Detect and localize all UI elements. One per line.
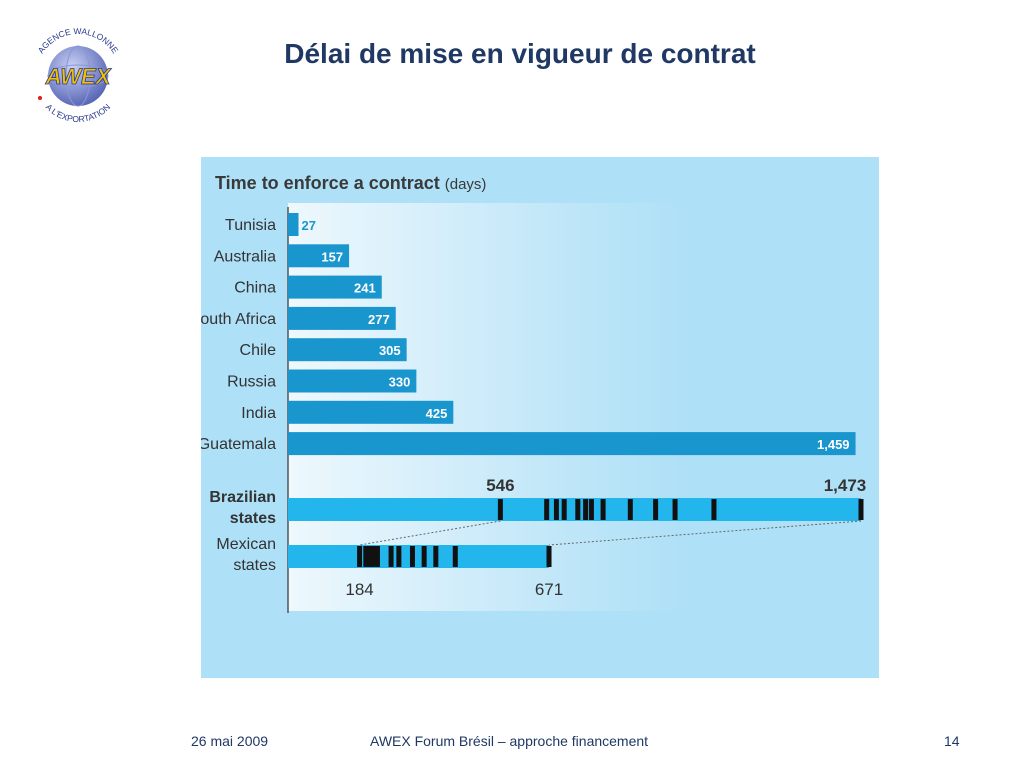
range-band-mexican-states (288, 545, 550, 568)
chart-title-text: Time to enforce a contract (215, 173, 445, 193)
enforce-contract-chart: Time to enforce a contract (days) Tunisia… (201, 173, 867, 613)
bar-tunisia (288, 213, 299, 236)
range-tick-mexican-states-6 (396, 546, 402, 567)
svg-text:AWEX: AWEX (45, 64, 112, 89)
footer-date: 26 mai 2009 (191, 733, 269, 749)
bar-australia (288, 244, 350, 268)
range-tick-brazilian-states-4 (575, 499, 581, 520)
range-tick-brazilian-states-6 (588, 499, 594, 520)
range-tick-brazilian-states-8 (627, 499, 633, 520)
range-tick-mexican-states-9 (433, 546, 439, 567)
value-label-russia: 330 (389, 375, 411, 390)
range-tick-brazilian-states-5 (583, 499, 589, 520)
range-tick-brazilian-states-1 (544, 499, 550, 520)
chart-panel: Time to enforce a contract (days) Tunisia… (201, 157, 879, 678)
range-label-brazilian-states-1: states (230, 510, 276, 527)
range-tick-brazilian-states-7 (600, 499, 606, 520)
value-label-guatemala: 1,459 (817, 437, 850, 452)
value-label-tunisia: 27 (302, 218, 316, 233)
range-label-mexican-states-1: states (233, 557, 276, 574)
range-tick-brazilian-states-10 (672, 499, 678, 520)
category-label-tunisia: Tunisia (225, 217, 276, 234)
range-max-label-mexican-states: 671 (535, 580, 563, 599)
range-tick-brazilian-states-2 (553, 499, 559, 520)
range-max-label-brazilian-states: 1,473 (824, 476, 867, 495)
range-tick-mexican-states-4 (374, 546, 380, 567)
value-label-south-africa: 277 (368, 312, 390, 327)
footer-event: AWEX Forum Brésil – approche financement (370, 733, 649, 749)
range-min-label-brazilian-states: 546 (486, 476, 514, 495)
range-min-label-mexican-states: 184 (345, 580, 373, 599)
range-tick-brazilian-states-9 (653, 499, 659, 520)
value-label-chile: 305 (379, 343, 401, 358)
range-tick-brazilian-states-12 (858, 499, 864, 520)
chart-title-unit: (days) (445, 176, 487, 193)
range-label-brazilian-states-0: Brazilian (209, 489, 276, 506)
range-tick-mexican-states-2 (367, 546, 373, 567)
category-label-russia: Russia (227, 374, 276, 391)
bar-chile (288, 338, 407, 362)
bar-russia (288, 369, 417, 393)
category-label-south-africa: South Africa (201, 311, 276, 328)
range-tick-brazilian-states-3 (561, 499, 567, 520)
bar-south-africa (288, 306, 396, 330)
category-label-australia: Australia (214, 248, 276, 265)
range-tick-brazilian-states-0 (497, 499, 503, 520)
category-label-guatemala: Guatemala (201, 436, 276, 453)
bar-china (288, 275, 382, 299)
chart-title: Time to enforce a contract (days) (215, 173, 486, 193)
range-tick-mexican-states-0 (357, 546, 363, 567)
value-label-india: 425 (426, 406, 448, 421)
footer-page-number: 14 (944, 733, 960, 749)
range-band-brazilian-states (288, 498, 861, 521)
range-tick-mexican-states-3 (371, 546, 377, 567)
value-label-australia: 157 (321, 249, 343, 264)
range-tick-mexican-states-1 (363, 546, 369, 567)
awex-logo: AWEX AGENCE WALLONNE A L'EXPORTATION (22, 18, 134, 130)
range-tick-mexican-states-7 (409, 546, 415, 567)
category-label-chile: Chile (240, 342, 277, 359)
range-label-mexican-states-0: Mexican (216, 536, 276, 553)
slide-title: Délai de mise en vigueur de contrat (284, 38, 756, 69)
category-label-india: India (241, 405, 276, 422)
zoom-connector-right (548, 520, 862, 546)
range-tick-mexican-states-8 (421, 546, 427, 567)
globe-icon (48, 46, 108, 106)
bar-guatemala (288, 432, 856, 456)
value-label-china: 241 (354, 281, 376, 296)
range-tick-brazilian-states-11 (711, 499, 717, 520)
bar-india (288, 400, 454, 424)
range-tick-mexican-states-10 (452, 546, 458, 567)
range-tick-mexican-states-5 (388, 546, 394, 567)
range-tick-mexican-states-11 (546, 546, 552, 567)
category-label-china: China (234, 280, 276, 297)
